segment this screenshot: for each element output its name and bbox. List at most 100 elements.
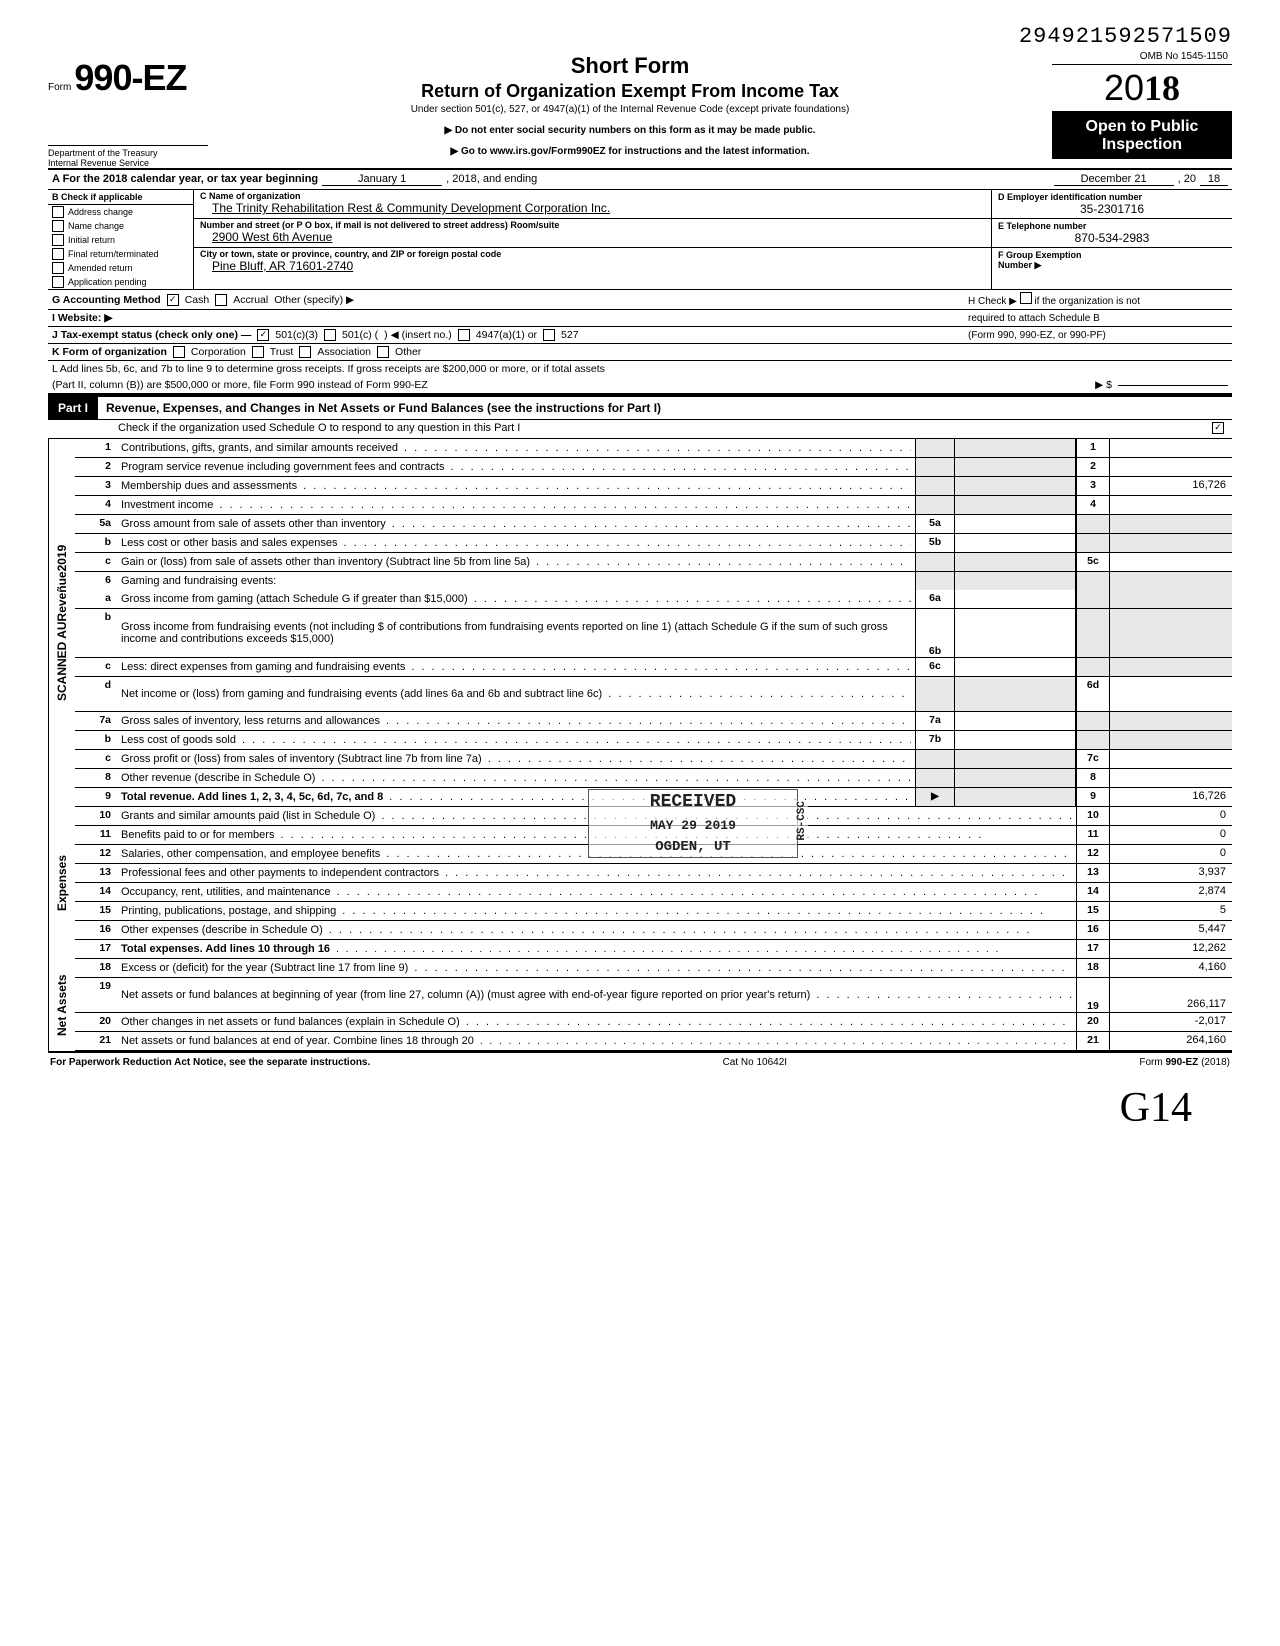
line-18-rnum: 18: [1076, 959, 1109, 977]
line-18-desc: Excess or (deficit) for the year (Subtra…: [117, 959, 1076, 977]
chk-accrual[interactable]: [215, 294, 227, 306]
chk-corporation[interactable]: [173, 346, 185, 358]
line-14-value[interactable]: 2,874: [1109, 883, 1232, 901]
line-7a-midval[interactable]: [955, 712, 1076, 730]
line-19-value[interactable]: 266,117: [1109, 978, 1232, 1012]
col-b-header: B Check if applicable: [48, 190, 193, 205]
tax-year-yy[interactable]: 18: [1200, 173, 1228, 186]
line-19-rnum: 19: [1076, 978, 1109, 1012]
revenue-lines: 1 Contributions, gifts, grants, and simi…: [75, 439, 1232, 807]
line-18: 18 Excess or (deficit) for the year (Sub…: [75, 959, 1232, 978]
line-8-value[interactable]: [1109, 769, 1232, 787]
row-g-accounting: G Accounting Method ✓Cash Accrual Other …: [48, 290, 1232, 310]
line-8-num: 8: [75, 769, 117, 787]
org-addr-value[interactable]: 2900 West 6th Avenue: [200, 230, 985, 244]
chk-501c3[interactable]: ✓: [257, 329, 269, 341]
line-7c-rnum: 7c: [1076, 750, 1109, 768]
line-13-value[interactable]: 3,937: [1109, 864, 1232, 882]
line-10-value[interactable]: 0: [1109, 807, 1232, 825]
line-7c-value[interactable]: [1109, 750, 1232, 768]
dept-treasury: Department of the Treasury Internal Reve…: [48, 145, 208, 168]
chk-amended-return[interactable]: Amended return: [48, 261, 193, 275]
line-5b-desc: Less cost or other basis and sales expen…: [117, 534, 915, 552]
row-k-label: K Form of organization: [52, 346, 167, 358]
line-7c-desc: Gross profit or (loss) from sales of inv…: [117, 750, 915, 768]
line-10-rnum: 10: [1076, 807, 1109, 825]
line-5a-num: 5a: [75, 515, 117, 533]
line-20-desc: Other changes in net assets or fund bala…: [117, 1013, 1076, 1031]
chk-initial-return[interactable]: Initial return: [48, 233, 193, 247]
line-6c-mid: 6c: [915, 658, 955, 676]
line-3-value[interactable]: 16,726: [1109, 477, 1232, 495]
line-1-desc: Contributions, gifts, grants, and simila…: [117, 439, 915, 457]
chk-schedule-b[interactable]: [1020, 292, 1032, 304]
row-l-text1: L Add lines 5b, 6c, and 7b to line 9 to …: [52, 363, 605, 375]
lbl-other-specify: Other (specify) ▶: [274, 294, 354, 306]
line-5b-midval[interactable]: [955, 534, 1076, 552]
line-15-value[interactable]: 5: [1109, 902, 1232, 920]
line-21-value[interactable]: 264,160: [1109, 1032, 1232, 1050]
line-6a-midval[interactable]: [955, 590, 1076, 608]
line-6c: c Less: direct expenses from gaming and …: [75, 658, 1232, 677]
notice-url: ▶ Go to www.irs.gov/Form990EZ for instru…: [216, 146, 1044, 157]
line-5a-midval[interactable]: [955, 515, 1076, 533]
line-6b-midval[interactable]: [955, 609, 1076, 657]
line-12-rnum: 12: [1076, 845, 1109, 863]
line-2-rnum: 2: [1076, 458, 1109, 476]
form-number-box: Form 990-EZ Department of the Treasury I…: [48, 49, 208, 168]
line-6d-value[interactable]: [1109, 677, 1232, 711]
org-city-value[interactable]: Pine Bluff, AR 71601-2740: [200, 259, 985, 273]
tax-year-end[interactable]: December 21: [1054, 173, 1174, 186]
part-1-title: Revenue, Expenses, and Changes in Net As…: [98, 397, 1232, 419]
line-1-value[interactable]: [1109, 439, 1232, 457]
row-a-lead: A For the 2018 calendar year, or tax yea…: [52, 173, 318, 185]
chk-4947[interactable]: [458, 329, 470, 341]
row-i-label: I Website: ▶: [52, 312, 112, 324]
line-20-value[interactable]: -2,017: [1109, 1013, 1232, 1031]
row-a-tail: , 20: [1178, 173, 1196, 185]
line-6c-midval[interactable]: [955, 658, 1076, 676]
phone-value[interactable]: 870-534-2983: [998, 231, 1226, 245]
line-17-desc: Total expenses. Add lines 10 through 16: [117, 940, 1076, 958]
row-g-label: G Accounting Method: [52, 294, 161, 306]
line-9-value[interactable]: 16,726: [1109, 788, 1232, 806]
line-11-desc: Benefits paid to or for members: [117, 826, 1076, 844]
year-box: OMB No 1545-1150 2018 Open to Public Ins…: [1052, 49, 1232, 159]
tax-year-begin[interactable]: January 1: [322, 173, 442, 186]
line-4-value[interactable]: [1109, 496, 1232, 514]
gross-receipts-value[interactable]: [1118, 385, 1228, 386]
line-11-value[interactable]: 0: [1109, 826, 1232, 844]
chk-527[interactable]: [543, 329, 555, 341]
chk-schedule-o[interactable]: ✓: [1212, 422, 1224, 434]
ein-value[interactable]: 35-2301716: [998, 202, 1226, 216]
line-20: 20 Other changes in net assets or fund b…: [75, 1013, 1232, 1032]
chk-501c[interactable]: [324, 329, 336, 341]
line-12-value[interactable]: 0: [1109, 845, 1232, 863]
line-4-desc: Investment income: [117, 496, 915, 514]
line-5c: c Gain or (loss) from sale of assets oth…: [75, 553, 1232, 572]
line-5c-value[interactable]: [1109, 553, 1232, 571]
chk-final-return[interactable]: Final return/terminated: [48, 247, 193, 261]
line-17-value[interactable]: 12,262: [1109, 940, 1232, 958]
line-16-value[interactable]: 5,447: [1109, 921, 1232, 939]
chk-trust[interactable]: [252, 346, 264, 358]
line-2-value[interactable]: [1109, 458, 1232, 476]
line-6d-rnum: 6d: [1076, 677, 1109, 711]
notice-ssn: ▶ Do not enter social security numbers o…: [216, 125, 1044, 136]
chk-name-change[interactable]: Name change: [48, 219, 193, 233]
line-5a-rshade2: [1109, 515, 1232, 533]
org-name-value[interactable]: The Trinity Rehabilitation Rest & Commun…: [200, 201, 985, 215]
chk-cash[interactable]: ✓: [167, 294, 179, 306]
form-header: Form 990-EZ Department of the Treasury I…: [48, 49, 1232, 170]
part-1-header: Part I Revenue, Expenses, and Changes in…: [48, 395, 1232, 420]
line-18-value[interactable]: 4,160: [1109, 959, 1232, 977]
chk-other-org[interactable]: [377, 346, 389, 358]
chk-application-pending[interactable]: Application pending: [48, 275, 193, 289]
chk-association[interactable]: [299, 346, 311, 358]
line-17-num: 17: [75, 940, 117, 958]
signature-mark: G14: [48, 1072, 1232, 1132]
line-7b-midval[interactable]: [955, 731, 1076, 749]
chk-address-change[interactable]: Address change: [48, 205, 193, 219]
line-5c-num: c: [75, 553, 117, 571]
line-3: 3 Membership dues and assessments 3 16,7…: [75, 477, 1232, 496]
